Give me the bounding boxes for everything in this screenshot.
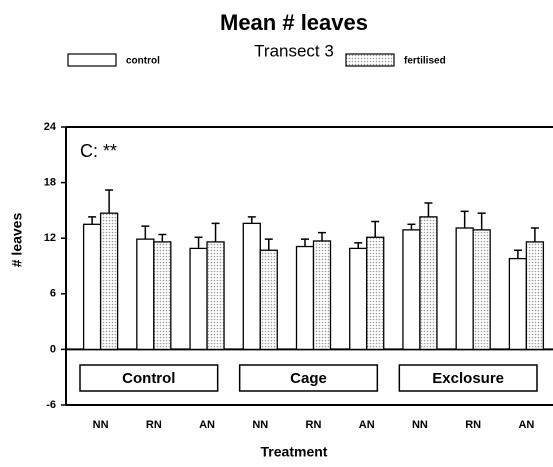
bar: [242, 222, 261, 351]
bar: [295, 245, 315, 351]
group-label: Exclosure: [432, 370, 504, 387]
group-label: Control: [122, 370, 175, 387]
x-tick-label: RN: [306, 419, 322, 431]
group-label: Cage: [290, 370, 327, 387]
x-tick-label: NN: [93, 419, 109, 431]
bar: [525, 241, 545, 351]
group-box: [79, 364, 219, 392]
x-tick-label: NN: [412, 419, 428, 431]
y-tick-label: 12: [44, 232, 56, 244]
bar: [206, 241, 225, 351]
bar: [312, 240, 332, 351]
bar: [136, 238, 155, 351]
annotation: C: **: [80, 141, 117, 161]
group-box: [398, 364, 538, 392]
bar: [402, 229, 421, 351]
chart-title: Mean # leaves: [220, 10, 368, 35]
x-axis-label: Treatment: [261, 444, 328, 460]
y-tick-label: 0: [50, 343, 56, 355]
bar: [419, 216, 438, 351]
legend-label: fertilised: [404, 56, 446, 67]
bar: [99, 212, 119, 351]
bar: [82, 223, 102, 351]
bar: [508, 257, 528, 351]
bar: [472, 229, 491, 351]
x-tick-label: AN: [359, 419, 375, 431]
legend-swatch: [67, 53, 117, 67]
bar: [366, 236, 385, 351]
bar: [189, 247, 208, 351]
legend-label: control: [126, 56, 160, 67]
chart-subtitle: Transect 3: [254, 41, 334, 60]
bar: [455, 227, 474, 351]
legend-swatch: [345, 53, 395, 67]
y-tick-label: 6: [50, 288, 56, 300]
group-box: [238, 364, 379, 392]
y-tick-label: 18: [44, 177, 56, 189]
x-tick-label: AN: [518, 419, 534, 431]
x-tick-label: RN: [465, 419, 481, 431]
y-tick-label: -6: [46, 399, 56, 411]
bar: [153, 241, 172, 351]
x-tick-label: NN: [252, 419, 268, 431]
x-tick-label: AN: [199, 419, 215, 431]
bar: [259, 249, 278, 351]
y-tick-label: 24: [44, 121, 57, 133]
y-axis-label: # leaves: [9, 213, 25, 268]
x-tick-label: RN: [146, 419, 162, 431]
bar: [349, 247, 368, 351]
